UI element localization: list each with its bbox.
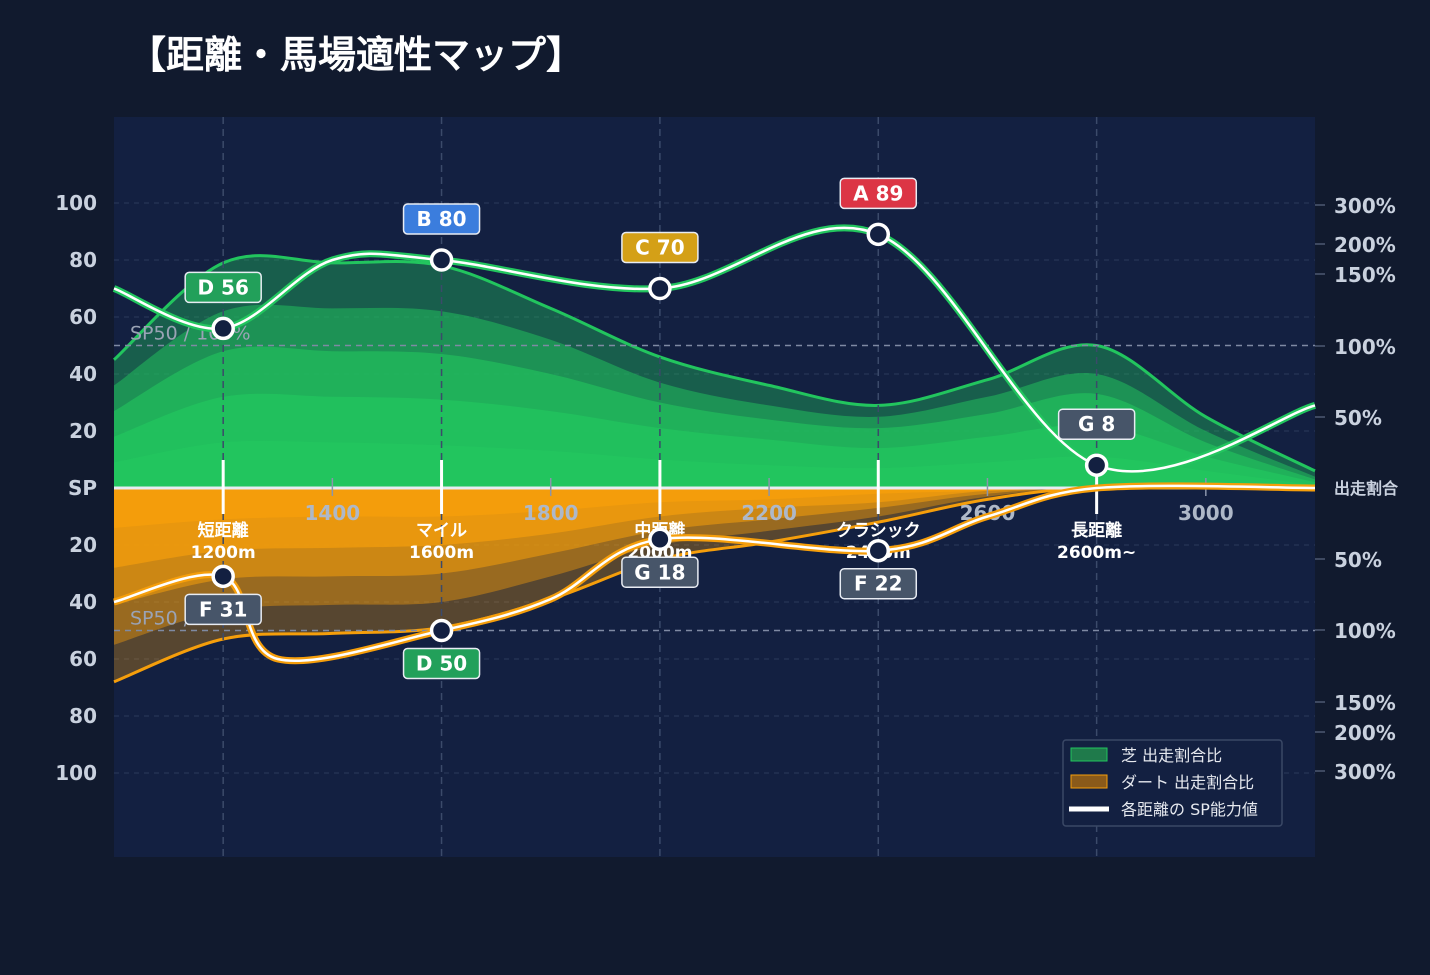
legend-swatch-turf [1070, 747, 1108, 762]
category-label: 長距離 [1071, 520, 1122, 541]
y-tick-label: 100 [55, 191, 97, 215]
x-tick-label: 1800 [523, 501, 579, 525]
rank-badge-label: A 89 [853, 181, 903, 205]
rank-badge [839, 177, 918, 210]
ratio-tick-label: 50% [1334, 406, 1382, 430]
y-tick-label: 20 [69, 533, 97, 557]
rank-badge-label: F 31 [199, 597, 247, 621]
turf-sp-point [429, 248, 454, 272]
x-tick-label: 1400 [305, 501, 361, 525]
turf-sp-point [1084, 453, 1109, 477]
ratio-tick-label: 300% [1334, 760, 1396, 784]
dirt-sp-line [113, 484, 1316, 663]
category-label: クラシック [836, 521, 921, 541]
rank-badge-label: G 18 [634, 560, 685, 584]
y-tick-label: 60 [69, 305, 97, 329]
ratio-tick-label: 200% [1334, 233, 1396, 257]
ratio-tick-label: 100% [1334, 335, 1396, 359]
turf-sp-point [866, 222, 891, 247]
category-label: マイル [416, 521, 467, 541]
category-sublabel: 1600m [409, 543, 474, 563]
dirt-ratio-layer [114, 487, 1315, 528]
rank-badge [839, 567, 918, 600]
rank-badge-label: D 50 [416, 652, 467, 676]
rank-badge [402, 647, 481, 680]
legend-label: ダート 出走割合比 [1121, 773, 1254, 792]
ratio-tick-label: 100% [1334, 619, 1396, 643]
ratio-center-label: 出走割合 [1334, 479, 1399, 498]
category-sublabel: 2600m~ [1057, 543, 1136, 563]
turf-sp-point [211, 316, 235, 341]
x-tick-label: 2200 [741, 501, 797, 525]
axes: 100 80 60 40 20 SP 20 40 60 80 100 出走割合 300% 200% 150%… [55, 191, 1399, 785]
y-tick-label: 80 [69, 704, 97, 728]
ratio-tick-label: 150% [1334, 263, 1396, 287]
dirt-sp-point [866, 538, 891, 563]
dirt-sp-point [648, 527, 672, 552]
y-center-label: SP [68, 476, 97, 500]
turf-ratio-areas [113, 254, 1316, 488]
y-tick-label: 100 [55, 761, 97, 785]
rank-badge-label: F 22 [854, 572, 902, 596]
dirt-sp-point [211, 564, 235, 589]
legend-label: 各距離の SP能力値 [1121, 800, 1258, 819]
chart-title: 【距離・馬場適性マップ】 [128, 33, 584, 77]
ratio-tick-label: 300% [1334, 194, 1396, 218]
rank-badge-label: D 56 [197, 275, 248, 299]
rank-badge [1057, 408, 1136, 440]
rank-badge [184, 593, 262, 626]
turf-sp-point [648, 276, 672, 301]
legend-label: 芝 出走割合比 [1121, 746, 1222, 765]
sp-points: D 56 B 80 C 70 A 89 G 8 F 31 D 50 G 18 F 22 [184, 177, 1136, 680]
ratio-tick-label: 200% [1334, 721, 1396, 745]
y-tick-label: 60 [69, 647, 97, 671]
legend-box [1062, 739, 1283, 827]
category-label: 短距離 [198, 520, 249, 541]
rank-badge-label: C 70 [635, 236, 684, 260]
y-tick-label: 80 [69, 248, 97, 272]
rank-badge [184, 271, 262, 304]
legend-swatch-dirt [1070, 774, 1108, 789]
rank-badge-label: B 80 [417, 207, 467, 231]
rank-badge [402, 203, 481, 235]
y-tick-label: 40 [69, 590, 97, 614]
turf-ratio-outline [113, 254, 1316, 473]
rank-badge-label: G 8 [1078, 412, 1115, 436]
rank-badge [621, 231, 699, 264]
category-sublabel: 1200m [191, 543, 256, 563]
ratio-tick-label: 150% [1334, 691, 1396, 715]
ratio-tick-label: 50% [1334, 548, 1382, 572]
turf-ratio-layer [114, 440, 1315, 488]
y-tick-label: 20 [69, 419, 97, 443]
dirt-sp-point [429, 618, 454, 643]
y-tick-label: 40 [69, 362, 97, 386]
x-tick-label: 3000 [1178, 501, 1234, 525]
rank-badge [621, 556, 699, 589]
